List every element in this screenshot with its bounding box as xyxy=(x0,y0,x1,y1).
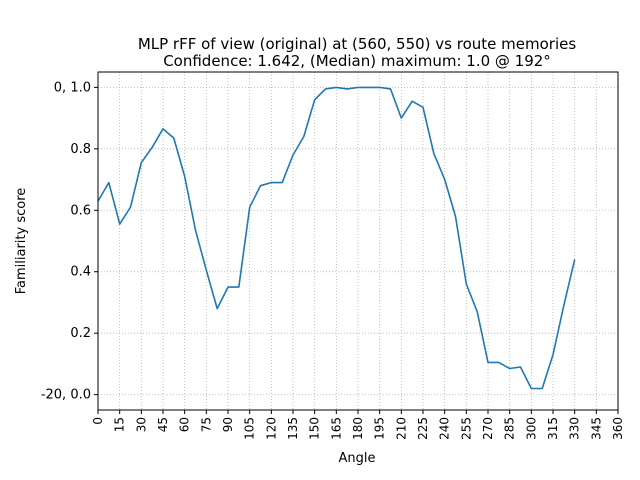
x-tick-label: 225 xyxy=(416,417,430,440)
chart-title-line1: MLP rFF of view (original) at (560, 550)… xyxy=(138,35,577,53)
familiarity-series-line xyxy=(97,86,576,390)
y-tick-label: -20, 0.0 xyxy=(41,388,91,403)
x-tick-label: 270 xyxy=(481,417,495,440)
x-tick-label: 255 xyxy=(459,417,473,440)
x-axis-label: Angle xyxy=(339,451,376,466)
x-tick-label: 330 xyxy=(568,417,582,440)
x-tick-label: 360 xyxy=(611,417,625,440)
x-tick-label: 120 xyxy=(264,417,278,440)
x-tick-label: 30 xyxy=(134,417,148,432)
x-tick-label: 300 xyxy=(524,417,538,440)
plot-frame xyxy=(97,71,619,411)
x-tick-label: 285 xyxy=(503,417,517,440)
grid-lines xyxy=(97,72,619,410)
x-tick-label: 0 xyxy=(91,417,105,425)
x-tick-label: 150 xyxy=(308,417,322,440)
x-tick-label: 75 xyxy=(199,417,213,432)
x-tick-label: 15 xyxy=(113,417,127,432)
y-tick-label: 0, 1.0 xyxy=(54,80,91,95)
x-tick-label: 60 xyxy=(178,417,192,432)
y-tick-label: 0.8 xyxy=(70,142,91,157)
x-tick-label: 105 xyxy=(243,417,257,440)
x-tick-label: 165 xyxy=(329,417,343,440)
axis-ticks: 0 15 30 45 60 75 90 105 120 135 150 165 180 195 210 225… xyxy=(41,80,625,440)
chart-title-line2: Confidence: 1.642, (Median) maximum: 1.0… xyxy=(163,52,551,70)
x-tick-label: 315 xyxy=(546,417,560,440)
x-tick-label: 180 xyxy=(351,417,365,440)
x-tick-label: 135 xyxy=(286,417,300,440)
y-tick-label: 0.6 xyxy=(70,203,91,218)
x-tick-label: 345 xyxy=(589,417,603,440)
y-tick-label: 0.4 xyxy=(70,265,91,280)
x-tick-label: 90 xyxy=(221,417,235,432)
y-axis-label: Familiarity score xyxy=(14,188,29,295)
x-tick-label: 240 xyxy=(438,417,452,440)
y-tick-label: 0.2 xyxy=(70,326,91,341)
x-tick-label: 210 xyxy=(394,417,408,440)
x-tick-label: 45 xyxy=(156,417,170,432)
series-layer xyxy=(97,86,576,390)
x-tick-label: 195 xyxy=(373,417,387,440)
